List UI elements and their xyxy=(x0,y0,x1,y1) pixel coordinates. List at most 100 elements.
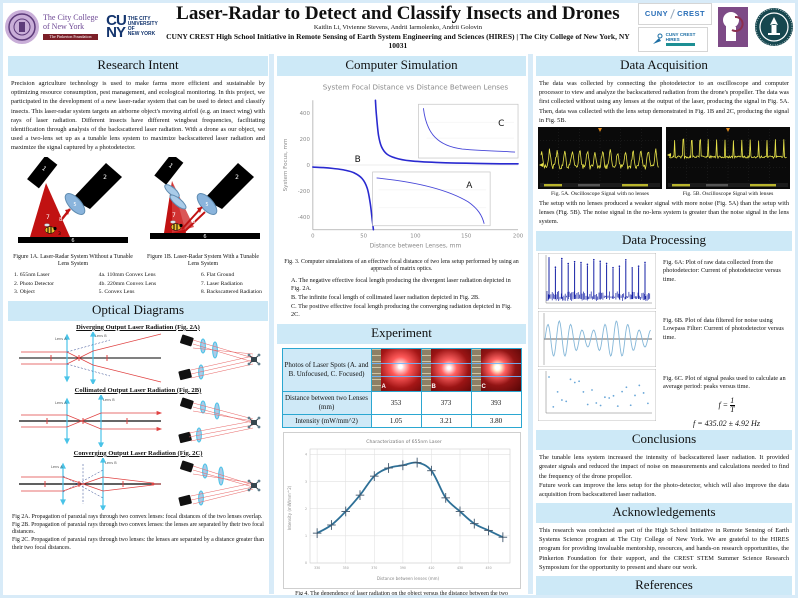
fig6b-plot xyxy=(538,310,656,367)
hires-line1: CUNY CREST xyxy=(665,31,696,37)
crest-left: CUNY xyxy=(644,9,669,18)
column-divider xyxy=(528,54,533,594)
acquisition-body-2: The setup with no lenses produced a weak… xyxy=(539,199,789,226)
fig1b-lens-5 xyxy=(196,192,218,215)
title-block: Laser-Radar to Detect and Classify Insec… xyxy=(164,3,632,50)
head-profile-logo xyxy=(718,7,748,47)
figure1-row: 1 2 5 7 8 3 xyxy=(8,152,268,269)
cuny-logo-text: THE CITY UNIVERSITY OF NEW YORK xyxy=(127,16,158,38)
header-right-logos: CUNY CREST CUNY CREST HIRES xyxy=(638,2,712,52)
legend-item: 6. Flat Ground xyxy=(200,272,235,279)
svg-text:6: 6 xyxy=(203,234,206,240)
svg-text:Lens A: Lens A xyxy=(55,337,67,341)
legend-col-2: 4a. 110mm Convex Lens 4b. 220mm Convex L… xyxy=(99,271,157,297)
laser-photo-c-cell: C xyxy=(470,348,522,393)
cuny-crest-hires-logo: CUNY CREST HIRES xyxy=(638,26,708,52)
fig2a-ray-fan xyxy=(190,339,254,379)
ruler-strip xyxy=(371,349,381,392)
hires-bar xyxy=(665,43,696,47)
formula-numerator: 1 xyxy=(730,396,735,406)
laser-photo-b-cell: B xyxy=(420,348,472,393)
fig4-xlabel: Distance between lenses (mm) xyxy=(376,576,439,581)
svg-text:6: 6 xyxy=(71,238,74,244)
distance-value: 393 xyxy=(470,391,522,415)
figure-1a-diagram: 1 2 5 7 8 3 xyxy=(18,154,128,244)
drone-icon xyxy=(247,416,261,429)
legend-item: 1. 655nm Laser xyxy=(14,272,50,279)
legend-item: 2. Photo Detector xyxy=(14,280,54,287)
legend-col-1: 1. 655nm Laser 2. Photo Detector 3. Obje… xyxy=(14,271,54,297)
fig2c-heading: Converging Output Laser Radiation (Fig. … xyxy=(73,449,203,457)
svg-text:Lens A: Lens A xyxy=(55,401,67,405)
fig3-xticks: 0 50 100 150 200 xyxy=(311,234,524,240)
svg-text:Lens B: Lens B xyxy=(105,461,117,465)
fig2b-heading: Collimated Output Laser Radiation (Fig. … xyxy=(74,386,202,394)
fig3-curves xyxy=(312,99,519,231)
fig2b-ray-diagram: Lens A Lens B xyxy=(19,394,163,447)
fig2a-row: Lens A Lens B xyxy=(8,331,268,384)
fig3-inset-c: C xyxy=(418,103,519,159)
distance-value: 373 xyxy=(420,391,472,415)
figure-1b-caption: Figure 1B. Laser-Radar System With a Tun… xyxy=(147,253,259,267)
poster-header: The City College of New York The Pinkert… xyxy=(4,2,794,52)
fig2a-heading: Diverging Output Laser Radiation (Fig. 2… xyxy=(76,323,200,331)
hires-logo-text: CUNY CREST HIRES xyxy=(665,31,696,47)
fig1b-lens-4a xyxy=(164,183,180,198)
ruler-strip xyxy=(471,349,481,392)
ccny-line1: The City College xyxy=(43,13,99,22)
fig4-grid: 330 350 370 390 410 430 450 0 1 2 3 4 xyxy=(304,449,510,570)
research-intent-body: Precision agriculture technology is used… xyxy=(11,80,265,152)
formula-denominator: T xyxy=(730,405,735,415)
legend-col-3: 6. Flat Ground 7. Laser Radiation 8. Bac… xyxy=(201,271,262,297)
svg-text:1: 1 xyxy=(167,162,174,170)
fig2c-ray-fan xyxy=(190,465,254,505)
fig3-yticks: 400 200 0 -200 -400 xyxy=(298,111,311,221)
fig2b-setup-schematic xyxy=(178,397,261,443)
fig1a-ground xyxy=(18,236,128,243)
guide-line xyxy=(421,363,471,365)
fig2b-rays xyxy=(21,410,163,431)
svg-text:7: 7 xyxy=(46,214,50,221)
intensity-value: 3.80 xyxy=(470,413,522,429)
svg-text:400: 400 xyxy=(300,111,311,117)
laser-photo-c: C xyxy=(471,349,521,392)
fig3-inset-a: A xyxy=(372,171,491,227)
acquisition-body-1: The data was collected by connecting the… xyxy=(539,80,789,124)
svg-text:370: 370 xyxy=(371,566,377,570)
section-research-intent: Research Intent xyxy=(8,56,268,76)
distance-row-label: Distance between two Lenses (mm) xyxy=(281,391,372,415)
section-acknowledgements: Acknowledgements xyxy=(536,503,792,524)
laser-photo-a: A xyxy=(371,349,421,392)
fig2b-row: Lens A Lens B xyxy=(8,394,268,447)
acknowledgements-body: This research was conducted as part of t… xyxy=(539,527,789,571)
fig2c-focal-ticks xyxy=(44,480,124,487)
fig4-series xyxy=(312,458,507,543)
laser-photo-a-cell: A xyxy=(370,348,422,393)
fig1b-backscatter xyxy=(181,205,206,233)
fig1a-lens xyxy=(64,192,86,215)
fig1a-bee xyxy=(44,222,57,234)
svg-text:-200: -200 xyxy=(298,189,311,195)
fig4-chart: Characterization of 655nm Laser 330 350 37… xyxy=(287,439,510,581)
photo-label: B xyxy=(431,384,436,391)
svg-text:5: 5 xyxy=(205,202,208,208)
ccny-seal-icon xyxy=(5,10,39,44)
formula-fraction: 1 T xyxy=(730,396,735,415)
cuny-logo: CU NY THE CITY UNIVERSITY OF NEW YORK xyxy=(106,14,158,40)
cuny-line2: UNIVERSITY xyxy=(127,20,158,27)
experiment-table: Photos of Laser Spots (A. and B. Unfocus… xyxy=(281,348,522,429)
college-seal-logo xyxy=(755,8,793,46)
fig1b-bee xyxy=(170,219,183,231)
svg-text:3: 3 xyxy=(304,480,306,484)
svg-text:Lens B: Lens B xyxy=(103,398,115,402)
fig4-caption: Fig 4. The dependence of laser radiation… xyxy=(295,591,508,598)
fig6c-plot xyxy=(538,368,656,421)
svg-text:5: 5 xyxy=(73,202,76,208)
fig4-ylabel: Intensity (mW/mm^2) xyxy=(287,486,292,531)
pinkerton-badge: The Pinkerton Foundation xyxy=(43,33,99,40)
crest-right: CREST xyxy=(677,9,706,18)
right-column: Data Acquisition The data was collected … xyxy=(536,56,792,598)
svg-text:50: 50 xyxy=(360,234,367,240)
laser-photo-b: B xyxy=(421,349,471,392)
